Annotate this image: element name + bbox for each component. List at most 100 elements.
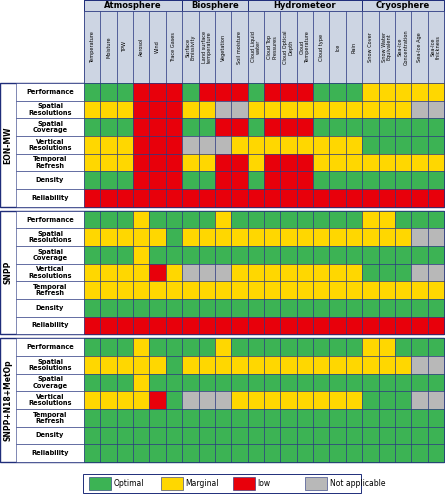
Bar: [231, 299, 247, 316]
Bar: [198, 136, 215, 154]
Bar: [264, 426, 280, 444]
Bar: [313, 392, 329, 409]
Bar: [379, 316, 395, 334]
Bar: [133, 299, 150, 316]
Text: Spatial
Coverage: Spatial Coverage: [32, 121, 68, 134]
Bar: [379, 172, 395, 189]
Bar: [428, 264, 444, 281]
Bar: [84, 282, 101, 299]
Bar: [117, 264, 133, 281]
Bar: [198, 210, 215, 228]
Bar: [362, 154, 379, 172]
Bar: [198, 246, 215, 264]
Bar: [297, 409, 313, 426]
Bar: [362, 83, 379, 100]
Bar: [395, 282, 411, 299]
Text: Temperature: Temperature: [90, 31, 95, 63]
Text: SNPP: SNPP: [4, 261, 12, 284]
Bar: [133, 100, 150, 118]
Bar: [133, 210, 150, 228]
Bar: [150, 338, 166, 356]
Bar: [117, 444, 133, 462]
Bar: [362, 246, 379, 264]
Bar: [428, 374, 444, 392]
Bar: [395, 426, 411, 444]
Bar: [16, 444, 84, 462]
Bar: [182, 299, 198, 316]
Bar: [411, 228, 428, 246]
Bar: [161, 477, 182, 490]
Bar: [247, 100, 264, 118]
Bar: [362, 444, 379, 462]
Bar: [232, 477, 255, 490]
Bar: [133, 228, 150, 246]
Text: Hydrometeor: Hydrometeor: [274, 1, 336, 10]
Bar: [231, 11, 247, 83]
Bar: [231, 100, 247, 118]
Bar: [215, 136, 231, 154]
Bar: [362, 210, 379, 228]
Bar: [182, 409, 198, 426]
Bar: [198, 299, 215, 316]
Bar: [0, 210, 444, 334]
Bar: [346, 282, 362, 299]
Text: Moisture: Moisture: [106, 36, 111, 58]
Bar: [117, 172, 133, 189]
Bar: [379, 392, 395, 409]
Bar: [362, 426, 379, 444]
Bar: [133, 444, 150, 462]
Bar: [297, 11, 313, 83]
Bar: [182, 356, 198, 374]
Bar: [84, 11, 101, 83]
Text: Spatial
Resolutions: Spatial Resolutions: [28, 103, 72, 116]
Bar: [329, 100, 346, 118]
Bar: [166, 374, 182, 392]
Bar: [231, 83, 247, 100]
Bar: [198, 228, 215, 246]
Bar: [215, 83, 231, 100]
Bar: [428, 338, 444, 356]
Bar: [215, 316, 231, 334]
Bar: [231, 392, 247, 409]
Bar: [133, 426, 150, 444]
Bar: [379, 356, 395, 374]
Bar: [231, 118, 247, 136]
Bar: [231, 228, 247, 246]
Bar: [264, 172, 280, 189]
Bar: [297, 228, 313, 246]
Bar: [117, 338, 133, 356]
Bar: [247, 282, 264, 299]
Bar: [346, 172, 362, 189]
Bar: [182, 338, 198, 356]
Text: Performance: Performance: [26, 89, 74, 95]
Bar: [16, 118, 84, 136]
Bar: [329, 154, 346, 172]
Text: Soil moisture: Soil moisture: [237, 30, 242, 64]
Bar: [329, 444, 346, 462]
Bar: [313, 246, 329, 264]
Bar: [166, 338, 182, 356]
Bar: [411, 11, 428, 83]
Bar: [395, 299, 411, 316]
Bar: [379, 246, 395, 264]
Bar: [280, 136, 297, 154]
Bar: [84, 444, 101, 462]
Bar: [84, 264, 101, 281]
Bar: [297, 282, 313, 299]
Bar: [84, 0, 182, 11]
Bar: [215, 172, 231, 189]
Bar: [101, 444, 117, 462]
Bar: [133, 172, 150, 189]
Bar: [117, 154, 133, 172]
Bar: [264, 136, 280, 154]
Bar: [198, 189, 215, 206]
Bar: [16, 316, 84, 334]
Bar: [0, 338, 444, 462]
Bar: [329, 338, 346, 356]
Bar: [329, 246, 346, 264]
Bar: [84, 189, 101, 206]
Bar: [280, 118, 297, 136]
Bar: [411, 154, 428, 172]
Bar: [84, 374, 101, 392]
Bar: [346, 189, 362, 206]
